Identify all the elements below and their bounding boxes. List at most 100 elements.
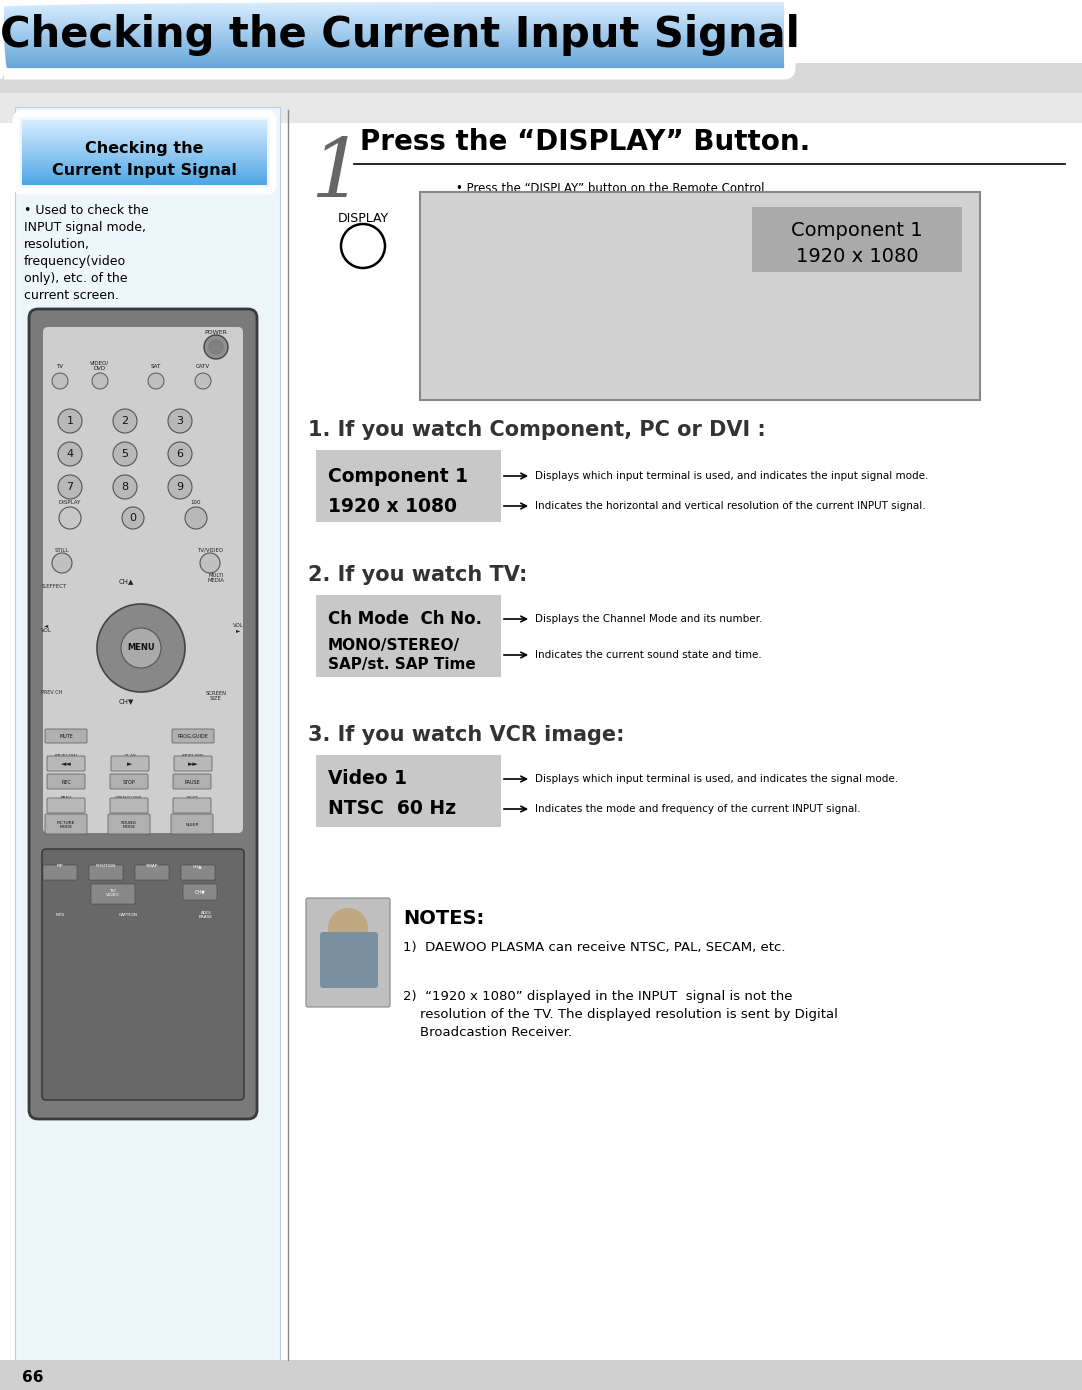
Text: MENU: MENU [128,644,155,652]
Circle shape [92,373,108,389]
Circle shape [52,373,68,389]
Text: • Press the “DISPLAY” button on the Remote Control.: • Press the “DISPLAY” button on the Remo… [456,182,768,195]
Text: TV/
VIDEO: TV/ VIDEO [106,888,120,898]
Text: PIP: PIP [56,865,63,867]
Text: SOUND
MODE: SOUND MODE [121,820,137,830]
Circle shape [328,908,368,948]
FancyBboxPatch shape [173,798,211,813]
Text: 9: 9 [176,482,184,492]
Text: Component 1: Component 1 [791,221,923,240]
Text: S.EFFECT: S.EFFECT [41,584,67,588]
Text: 3: 3 [176,416,184,425]
Text: PREV CH: PREV CH [41,691,63,695]
Text: F.R/SLOW: F.R/SLOW [54,753,78,759]
FancyBboxPatch shape [43,327,243,833]
Text: DISPLAY: DISPLAY [338,211,388,225]
Text: TV/VIDEO: TV/VIDEO [197,548,223,552]
FancyBboxPatch shape [29,309,258,1119]
Circle shape [200,553,220,573]
Text: 1)  DAEWOO PLASMA can receive NTSC, PAL, SECAM, etc.: 1) DAEWOO PLASMA can receive NTSC, PAL, … [403,941,786,955]
Text: F.F/SLOW: F.F/SLOW [182,753,204,759]
FancyBboxPatch shape [181,865,215,880]
Bar [316,450,501,523]
Circle shape [122,507,144,530]
Text: SWAP: SWAP [146,865,158,867]
Circle shape [60,507,81,530]
Bar [316,595,501,677]
Text: Displays which input terminal is used, and indicates the signal mode.: Displays which input terminal is used, a… [535,774,898,784]
FancyBboxPatch shape [89,865,123,880]
Text: POWER: POWER [204,331,227,335]
Text: Indicates the horizontal and vertical resolution of the current INPUT signal.: Indicates the horizontal and vertical re… [535,500,925,512]
FancyBboxPatch shape [135,865,169,880]
Bar [0,63,1082,93]
Text: ◄◄: ◄◄ [61,760,71,767]
Text: 2)  “1920 x 1080” displayed in the INPUT  signal is not the
    resolution of th: 2) “1920 x 1080” displayed in the INPUT … [403,990,837,1038]
Text: Press the “DISPLAY” Button.: Press the “DISPLAY” Button. [360,128,810,156]
Text: Checking the Current Input Signal: Checking the Current Input Signal [0,14,800,56]
Text: 1920 x 1080: 1920 x 1080 [328,496,457,516]
Text: REC: REC [61,780,71,784]
Bar [420,192,980,400]
Text: MONO/STEREO/
SAP/st. SAP Time: MONO/STEREO/ SAP/st. SAP Time [328,638,476,671]
Text: ►►: ►► [187,760,198,767]
FancyBboxPatch shape [320,933,378,988]
Circle shape [185,507,207,530]
Text: 3. If you watch VCR image:: 3. If you watch VCR image: [308,726,624,745]
Circle shape [58,409,82,434]
FancyBboxPatch shape [47,756,85,771]
Text: CH▲: CH▲ [118,578,134,584]
Circle shape [113,475,137,499]
Text: STOP: STOP [122,780,135,784]
Text: VIDEO/
DVD: VIDEO/ DVD [91,360,109,371]
Text: CATV: CATV [196,364,210,368]
Circle shape [58,475,82,499]
Circle shape [58,442,82,466]
Text: 1: 1 [66,416,74,425]
Circle shape [204,335,228,359]
Text: Video 1: Video 1 [328,770,407,788]
Text: Ch Mode  Ch No.: Ch Mode Ch No. [328,610,481,628]
Text: NOTES:: NOTES: [403,909,485,927]
Text: 0: 0 [130,513,136,523]
Text: CH▲: CH▲ [194,865,202,867]
FancyBboxPatch shape [91,884,135,904]
Text: 1: 1 [311,135,362,215]
Circle shape [195,373,211,389]
Text: 1920 x 1080: 1920 x 1080 [795,247,919,267]
FancyBboxPatch shape [173,774,211,790]
Bar [15,107,280,1365]
Text: 66: 66 [22,1369,43,1384]
Text: Displays which input terminal is used, and indicates the input signal mode.: Displays which input terminal is used, a… [535,471,928,481]
Text: STILL: STILL [55,548,69,552]
Text: SLEEP: SLEEP [185,823,199,827]
Bar [0,93,1082,122]
Circle shape [113,442,137,466]
Circle shape [52,553,72,573]
Text: ►: ► [128,760,133,767]
Text: MTS: MTS [55,913,65,917]
FancyBboxPatch shape [171,815,213,834]
FancyBboxPatch shape [45,728,87,744]
Text: PROG.GUIDE: PROG.GUIDE [177,734,209,738]
Circle shape [148,373,164,389]
Text: 7: 7 [66,482,74,492]
Circle shape [168,442,192,466]
Text: PICTURE
MODE: PICTURE MODE [57,820,75,830]
Text: Indicates the mode and frequency of the current INPUT signal.: Indicates the mode and frequency of the … [535,803,860,815]
Text: Checking the: Checking the [85,140,203,156]
Text: MULTI
MEDIA: MULTI MEDIA [208,573,224,584]
Text: 6: 6 [176,449,184,459]
Text: Current Input Signal: Current Input Signal [52,163,237,178]
Circle shape [168,475,192,499]
Text: 1. If you watch Component, PC or DVI :: 1. If you watch Component, PC or DVI : [308,420,766,441]
FancyBboxPatch shape [45,815,87,834]
FancyBboxPatch shape [174,756,212,771]
Text: CAPTION: CAPTION [118,913,137,917]
Text: 8: 8 [121,482,129,492]
Text: CH▼: CH▼ [118,698,134,703]
FancyBboxPatch shape [110,774,148,790]
Text: NTSC  60 Hz: NTSC 60 Hz [328,799,457,819]
Circle shape [341,224,385,268]
FancyBboxPatch shape [172,728,214,744]
